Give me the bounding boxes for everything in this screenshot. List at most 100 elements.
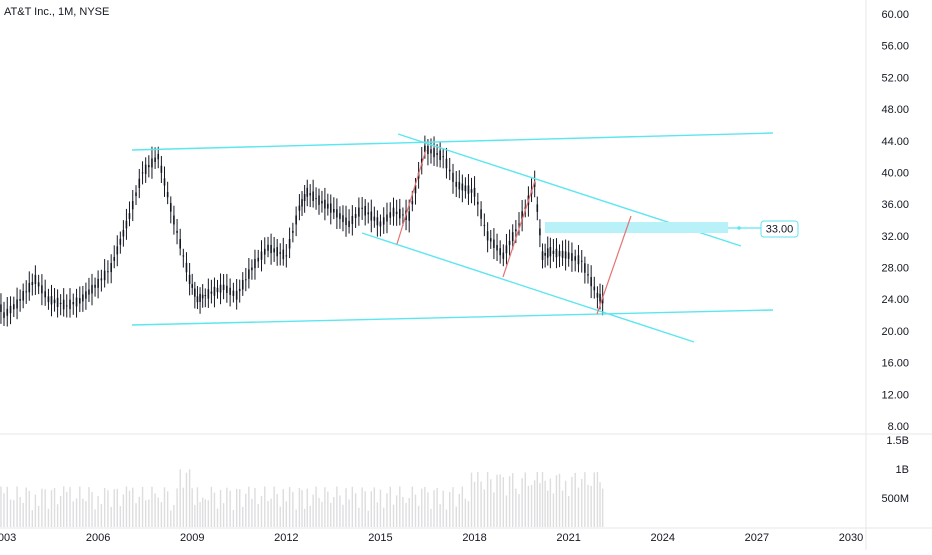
candle-body	[442, 156, 444, 158]
price-tick-label: 36.00	[881, 199, 909, 211]
candle-body	[318, 195, 320, 205]
candle-body	[248, 269, 250, 279]
candle-body	[593, 286, 596, 291]
volume-bar	[204, 499, 206, 527]
volume-bar	[442, 490, 444, 527]
volume-bar	[273, 486, 275, 527]
volume-bar	[499, 474, 501, 527]
price-tick-label: 12.00	[881, 389, 909, 401]
candle-body	[379, 221, 382, 227]
volume-bar	[163, 487, 166, 527]
volume-bar	[185, 472, 188, 527]
volume-bar	[173, 505, 175, 527]
candle-body	[173, 215, 175, 225]
volume-bar	[467, 501, 470, 527]
candle-body	[263, 248, 266, 255]
volume-bar	[157, 497, 159, 527]
time-tick-label: 2012	[274, 532, 298, 544]
volume-bar	[315, 486, 317, 527]
volume-bar	[342, 504, 344, 527]
volume-bar	[176, 488, 178, 527]
candle-body	[185, 262, 188, 273]
volume-bar	[248, 486, 250, 527]
candle-body	[541, 251, 544, 261]
candle-body	[144, 164, 147, 175]
candle-body	[408, 211, 411, 221]
volume-bar	[424, 486, 426, 527]
candle-body	[536, 204, 539, 212]
candle-body	[483, 224, 486, 226]
volume-bar	[354, 493, 357, 527]
candle-body	[398, 208, 401, 219]
candle-body	[458, 181, 461, 190]
volume-bar	[327, 491, 329, 527]
volume-bar	[351, 486, 354, 527]
candle-body	[151, 158, 153, 168]
volume-bar	[561, 490, 564, 527]
volume-bar	[541, 471, 544, 527]
volume-bar	[348, 499, 350, 527]
volume-bar	[128, 490, 131, 527]
volume-bar	[364, 491, 366, 527]
candle-body	[358, 207, 360, 217]
candle-body	[339, 213, 341, 219]
volume-bar	[421, 488, 423, 527]
candle-body	[555, 248, 558, 258]
candle-body	[452, 172, 454, 182]
volume-bar	[44, 489, 46, 527]
volume-bar	[6, 486, 8, 527]
volume-bar	[245, 493, 247, 527]
candle-body	[3, 312, 5, 318]
volume-bar	[201, 497, 204, 527]
volume-bar	[555, 475, 558, 527]
volume-bar	[303, 508, 306, 527]
overlay-lines	[131, 132, 774, 343]
candle-body	[163, 178, 166, 186]
candle-body	[50, 296, 53, 305]
volume-bar	[574, 472, 576, 527]
volume-bar	[544, 480, 546, 527]
candle-body	[533, 181, 536, 187]
volume-bar	[28, 490, 30, 527]
volume-bar	[477, 471, 479, 527]
volume-bar	[518, 494, 520, 527]
volume-bar	[530, 484, 533, 527]
volume-bar	[196, 487, 199, 527]
volume-tick-label: 1.5B	[886, 435, 909, 447]
volume-bar	[515, 488, 517, 527]
volume-bar	[295, 509, 297, 527]
price-tick-label: 44.00	[881, 136, 909, 148]
candle-body	[69, 299, 71, 310]
volume-bar	[85, 501, 87, 527]
volume-bar	[66, 491, 68, 527]
candle-body	[125, 220, 128, 229]
volume-bar	[267, 501, 269, 527]
price-badge-bg	[760, 220, 799, 238]
candle-body	[382, 217, 385, 225]
volume-bar	[75, 498, 78, 527]
time-tick-label: 2006	[86, 532, 110, 544]
candle-body	[309, 193, 311, 196]
volume-bar	[590, 485, 592, 527]
candle-body	[204, 295, 207, 297]
candle-body	[100, 278, 103, 281]
candle-body	[97, 278, 99, 288]
volume-bar	[533, 480, 536, 527]
candle-body	[361, 207, 363, 209]
candle-body	[564, 251, 567, 259]
price-tick-label: 20.00	[881, 326, 909, 338]
volume-bar	[292, 491, 294, 527]
volume-bar	[298, 488, 301, 527]
candle-body	[470, 189, 473, 193]
candle-body	[364, 206, 366, 216]
volume-bar	[473, 481, 476, 527]
volume-bar	[324, 487, 326, 527]
candle-body	[88, 289, 90, 295]
volume-bar	[358, 507, 360, 527]
candle-body	[496, 244, 498, 251]
price-axis-ticks: 60.00 56.00 52.00 48.00 44.00 40.00 36.00 32.00…	[881, 9, 909, 433]
candle-body	[549, 247, 552, 257]
candle-body	[596, 292, 599, 298]
volume-bar	[547, 490, 549, 527]
candle-body	[430, 149, 432, 154]
